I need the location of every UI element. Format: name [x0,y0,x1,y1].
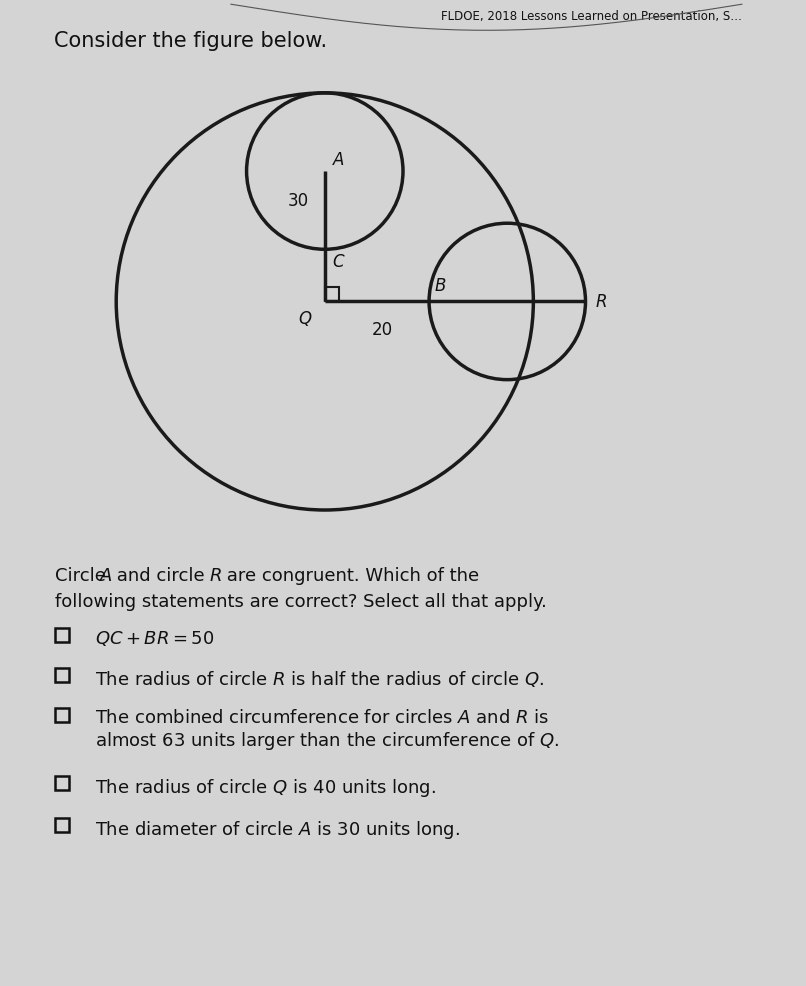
Text: FLDOE, 2018 Lessons Learned on Presentation, S…: FLDOE, 2018 Lessons Learned on Presentat… [441,11,742,24]
Text: A: A [333,151,344,170]
Bar [55,818,69,832]
Text: The radius of circle $R$ is half the radius of circle $Q$.: The radius of circle $R$ is half the rad… [95,669,544,688]
Text: $QC + BR = 50$: $QC + BR = 50$ [95,628,214,647]
Text: are congruent. Which of the: are congruent. Which of the [221,566,479,585]
Text: The diameter of circle $A$ is 30 units long.: The diameter of circle $A$ is 30 units l… [95,818,460,840]
Text: The radius of circle $Q$ is 40 units long.: The radius of circle $Q$ is 40 units lon… [95,776,436,798]
Text: following statements are correct? Select all that apply.: following statements are correct? Select… [55,593,547,610]
Text: B: B [434,276,446,294]
Text: The combined circumference for circles $A$ and $R$ is
almost 63 units larger tha: The combined circumference for circles $… [95,708,559,751]
Text: R: R [210,566,222,585]
Bar [325,288,339,302]
Text: A: A [100,566,112,585]
Text: R: R [596,293,608,312]
Text: Circle: Circle [55,566,111,585]
Text: and circle: and circle [111,566,210,585]
Text: C: C [333,252,344,270]
Text: 20: 20 [372,320,393,338]
Text: Q: Q [299,310,312,328]
Bar [55,669,69,682]
Bar [55,776,69,790]
Text: Consider the figure below.: Consider the figure below. [54,32,326,51]
Text: 30: 30 [288,191,310,210]
Bar [55,708,69,722]
Bar [55,628,69,642]
